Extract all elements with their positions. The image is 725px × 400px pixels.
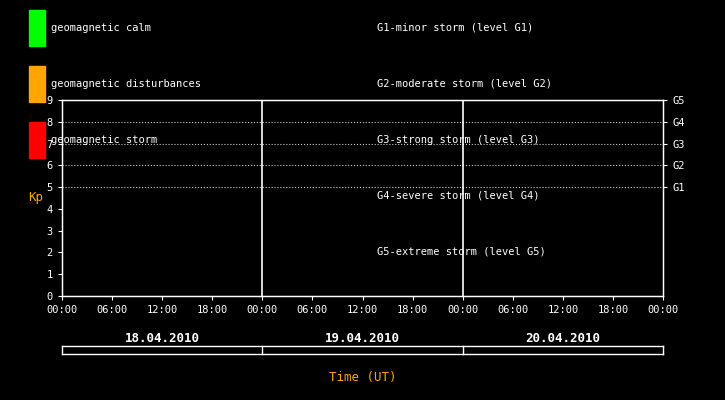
Text: 18.04.2010: 18.04.2010 (125, 332, 199, 344)
Text: G1-minor storm (level G1): G1-minor storm (level G1) (377, 23, 534, 33)
Text: 20.04.2010: 20.04.2010 (526, 332, 600, 344)
Text: 19.04.2010: 19.04.2010 (325, 332, 400, 344)
Text: G4-severe storm (level G4): G4-severe storm (level G4) (377, 191, 539, 201)
Text: geomagnetic disturbances: geomagnetic disturbances (51, 79, 201, 89)
Text: Time (UT): Time (UT) (328, 372, 397, 384)
Y-axis label: Kp: Kp (28, 192, 43, 204)
Text: G3-strong storm (level G3): G3-strong storm (level G3) (377, 135, 539, 145)
Text: G5-extreme storm (level G5): G5-extreme storm (level G5) (377, 247, 546, 257)
Text: geomagnetic calm: geomagnetic calm (51, 23, 151, 33)
Text: geomagnetic storm: geomagnetic storm (51, 135, 157, 145)
Text: G2-moderate storm (level G2): G2-moderate storm (level G2) (377, 79, 552, 89)
